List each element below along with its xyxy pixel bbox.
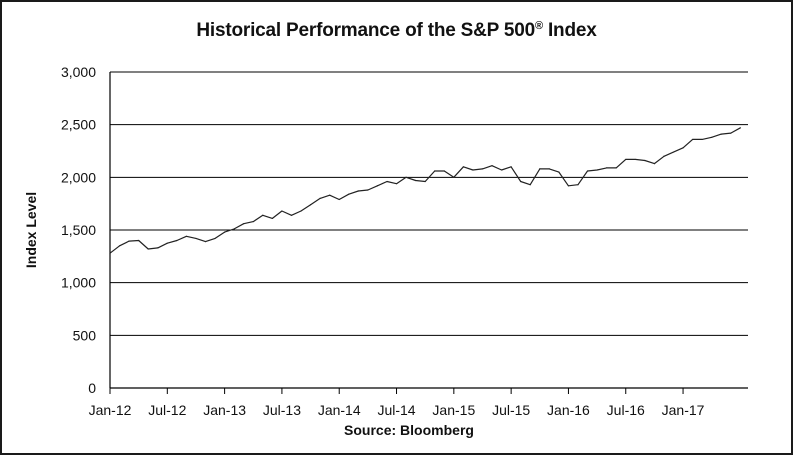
data-point [348, 193, 350, 195]
y-tick-label: 2,500 [61, 117, 96, 133]
data-point [682, 147, 684, 149]
data-point [739, 127, 741, 129]
data-point [309, 204, 312, 206]
data-point [472, 169, 474, 171]
data-point [415, 179, 417, 182]
data-point [243, 223, 245, 225]
data-point [615, 167, 617, 169]
data-point [319, 197, 321, 199]
data-point [176, 239, 178, 242]
y-tick-label: 1,500 [61, 222, 96, 238]
data-point [529, 184, 531, 186]
data-point [147, 248, 149, 250]
data-point [185, 235, 188, 237]
x-tick-label: Jan-14 [318, 402, 361, 418]
data-point [367, 189, 369, 191]
data-point [558, 171, 560, 173]
registered-mark: ® [534, 20, 543, 32]
data-point [434, 170, 436, 172]
x-axis-title: Source: Bloomberg [344, 422, 474, 438]
data-point [166, 242, 168, 244]
x-tick-label: Jul-14 [377, 402, 415, 418]
data-point [720, 133, 722, 135]
data-point [405, 176, 407, 178]
data-point [644, 159, 646, 162]
y-tick-label: 1,000 [61, 275, 96, 291]
data-point [386, 180, 388, 183]
data-point [109, 252, 111, 254]
y-tick-label: 0 [88, 380, 96, 396]
data-point [338, 198, 340, 201]
x-tick-label: Jul-13 [263, 402, 301, 418]
data-point [271, 217, 273, 220]
x-tick-label: Jul-12 [148, 402, 186, 418]
data-point [224, 231, 226, 233]
data-point [233, 228, 235, 230]
data-point [128, 240, 130, 242]
data-point [453, 176, 455, 178]
data-point [395, 183, 398, 185]
data-point [701, 138, 703, 141]
data-point [195, 237, 197, 240]
data-point [262, 214, 264, 216]
data-point [462, 166, 464, 168]
data-point [596, 169, 598, 171]
data-point [481, 168, 484, 170]
data-point [663, 155, 665, 157]
data-point [214, 237, 216, 240]
data-point [548, 168, 550, 170]
x-tick-label: Jan-16 [547, 402, 590, 418]
data-point [357, 190, 359, 192]
data-point [539, 168, 541, 170]
data-point [692, 138, 694, 141]
data-point [520, 180, 522, 183]
data-point [118, 245, 121, 247]
data-point [376, 185, 379, 187]
data-point [443, 170, 445, 172]
data-point [672, 151, 675, 153]
data-point [157, 247, 159, 249]
data-point [634, 158, 636, 161]
data-point [252, 220, 254, 223]
data-point [625, 158, 627, 161]
chart-title: Historical Performance of the S&P 500® I… [196, 20, 597, 41]
data-point [300, 210, 302, 212]
data-point [510, 166, 512, 168]
y-tick-label: 500 [73, 327, 97, 343]
data-point [711, 136, 713, 138]
data-point [500, 169, 503, 171]
data-point [424, 180, 426, 183]
data-point [290, 214, 293, 216]
x-tick-label: Jan-17 [662, 402, 705, 418]
data-point [653, 163, 656, 165]
data-point [138, 239, 140, 242]
data-point [577, 184, 579, 186]
x-tick-label: Jul-16 [607, 402, 645, 418]
data-point [586, 170, 589, 172]
x-tick-label: Jul-15 [492, 402, 530, 418]
data-point [491, 165, 493, 167]
data-point [329, 194, 331, 196]
data-point [567, 185, 570, 187]
data-point [606, 167, 608, 169]
data-point [730, 132, 732, 134]
y-tick-label: 3,000 [61, 64, 96, 80]
sp500-series-line [109, 127, 741, 254]
y-tick-label: 2,000 [61, 169, 96, 185]
x-tick-label: Jan-15 [432, 402, 475, 418]
x-tick-label: Jan-12 [89, 402, 132, 418]
data-point [204, 240, 207, 243]
x-tick-label: Jan-13 [203, 402, 246, 418]
data-point [281, 210, 283, 212]
y-axis-title: Index Level [23, 192, 39, 268]
